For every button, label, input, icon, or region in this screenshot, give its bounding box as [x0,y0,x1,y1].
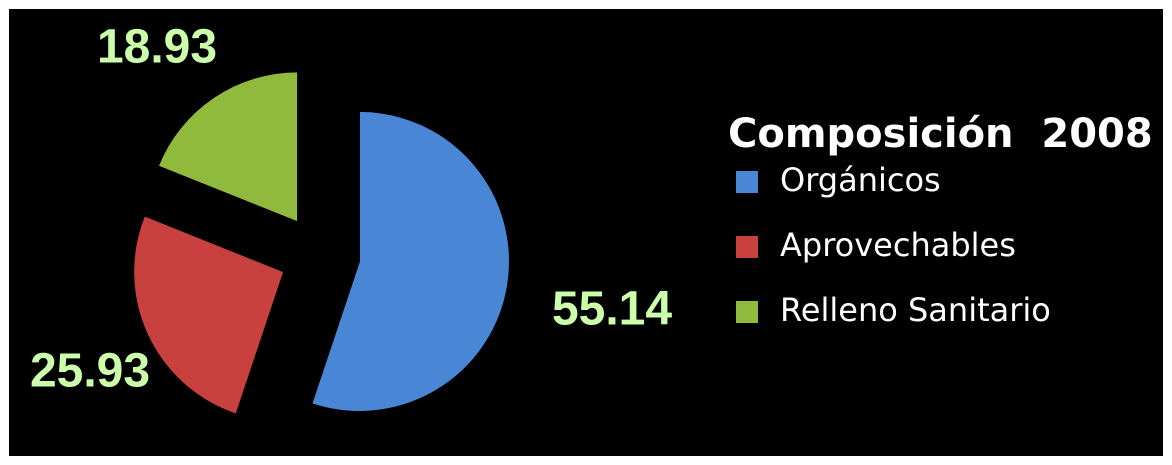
legend-swatch [736,236,758,258]
data-label: 25.93 [30,345,150,398]
legend-label: Orgánicos [780,161,941,199]
pie-slice [311,110,510,412]
legend-label: Relleno Sanitario [780,291,1051,329]
data-label: 18.93 [97,21,217,74]
pie-slice [133,215,285,415]
legend-swatch [736,171,758,193]
legend-label: Aprovechables [780,226,1016,264]
data-label: 55.14 [552,283,672,336]
chart-title: Composición 2008 [728,111,1153,157]
pie-slice [157,71,299,223]
legend-swatch [736,301,758,323]
